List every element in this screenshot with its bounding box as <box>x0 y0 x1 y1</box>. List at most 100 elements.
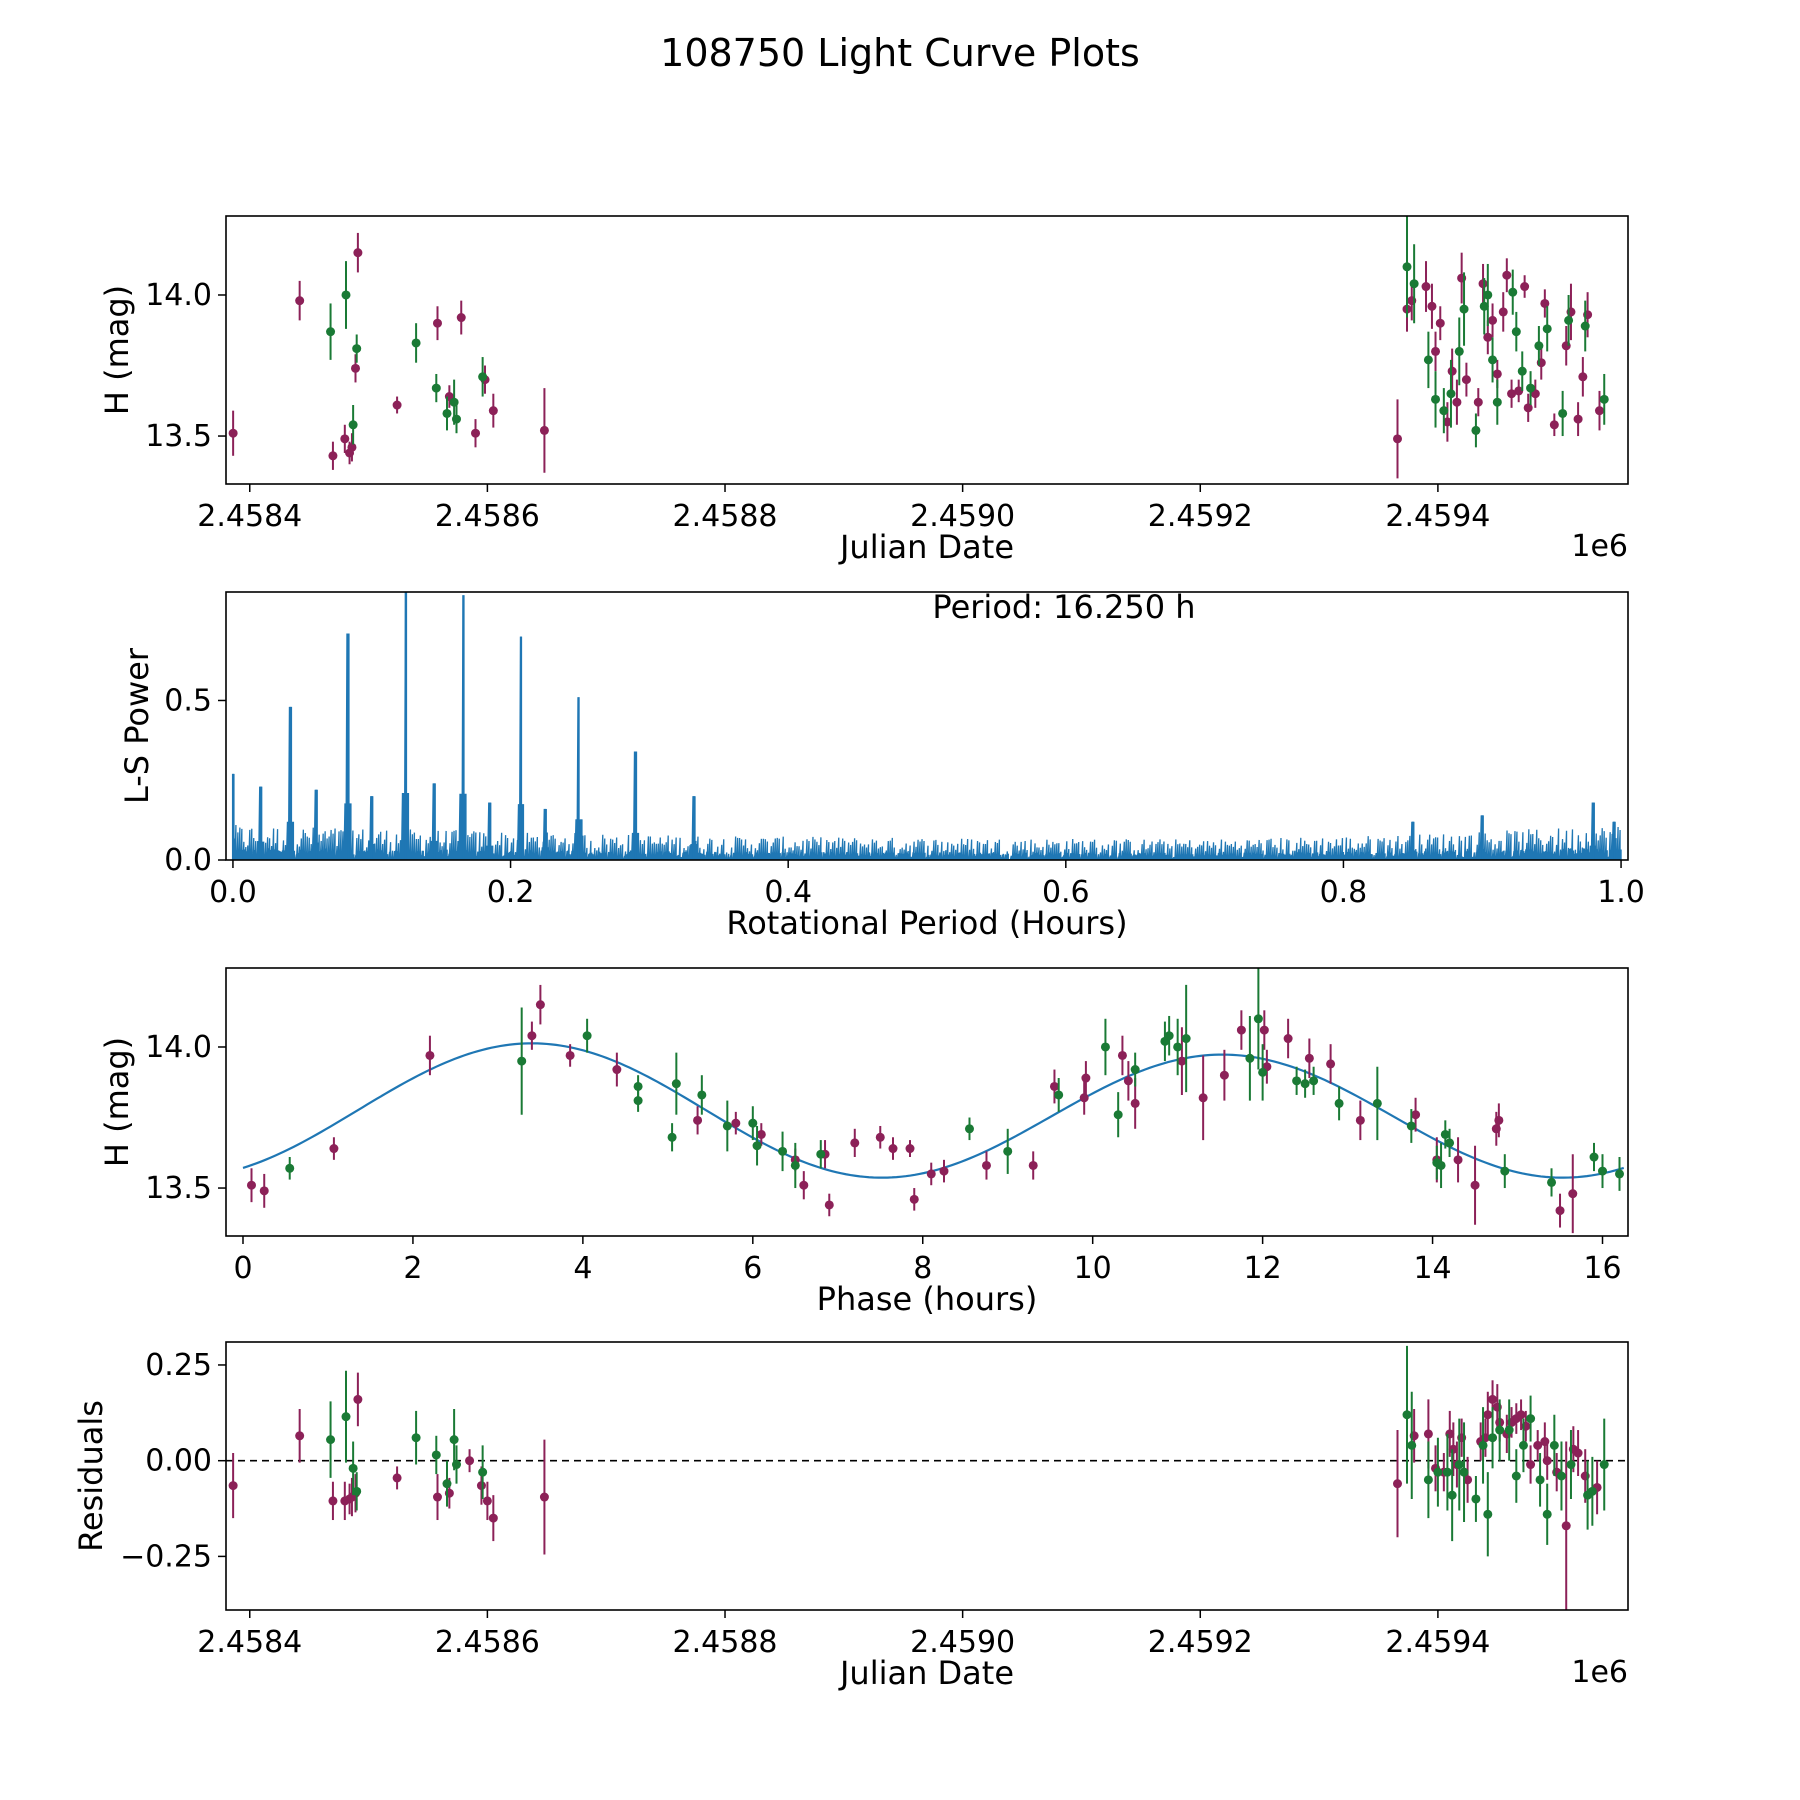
lightcurve-data-point <box>1459 304 1469 314</box>
residuals-data-point <box>1448 1444 1458 1454</box>
phased-data-point <box>1372 1098 1382 1108</box>
phased-x-tick-label: 6 <box>743 1251 762 1286</box>
periodogram-x-tick-label: 1.0 <box>1597 875 1645 910</box>
lightcurve-data-point <box>1578 372 1588 382</box>
residuals-data-point <box>1535 1475 1545 1485</box>
phased-data-point <box>722 1121 732 1131</box>
periodogram-x-tick-label: 0.0 <box>209 875 257 910</box>
lightcurve-x-tick-label: 2.4590 <box>910 499 1015 534</box>
phased-data-point <box>582 1031 592 1041</box>
periodogram-x-tick-label: 0.6 <box>1042 875 1090 910</box>
lightcurve-data-point <box>1511 327 1521 337</box>
lightcurve-data-point <box>488 406 498 416</box>
phased-data-point <box>939 1166 949 1176</box>
lightcurve-data-point <box>431 383 441 393</box>
residuals-data-point <box>1423 1429 1433 1439</box>
phased-data-point <box>1453 1155 1463 1165</box>
lightcurve-data-point <box>1452 397 1462 407</box>
phased-data-point <box>1500 1166 1510 1176</box>
periodogram-plot-area <box>231 592 1622 860</box>
phased-data-point <box>875 1132 885 1142</box>
residuals-data-point <box>478 1467 488 1477</box>
periodogram-y-axis-label: L-S Power <box>118 647 156 804</box>
lightcurve-data-point <box>456 313 466 323</box>
phased-data-point <box>329 1144 339 1154</box>
residuals-data-point <box>1488 1394 1498 1404</box>
lightcurve-x-tick-label: 2.4588 <box>673 499 778 534</box>
phased-data-point <box>1598 1166 1608 1176</box>
phased-data-point <box>517 1056 527 1066</box>
phased-data-point <box>816 1149 826 1159</box>
residuals-data-point <box>1599 1460 1609 1470</box>
lightcurve-data-point <box>1492 369 1502 379</box>
phased-data-point <box>425 1050 435 1060</box>
phased-data-point <box>1470 1180 1480 1190</box>
residuals-data-point <box>1454 1460 1464 1470</box>
lightcurve-data-point <box>1454 346 1464 356</box>
residuals-data-point <box>1516 1410 1526 1420</box>
residuals-data-point <box>1511 1471 1521 1481</box>
periodogram-x-axis-label: Rotational Period (Hours) <box>726 904 1127 942</box>
residuals-data-point <box>488 1513 498 1523</box>
phased-data-point <box>850 1138 860 1148</box>
phased-data-point <box>1259 1025 1269 1035</box>
lightcurve-data-point <box>1435 318 1445 328</box>
lightcurve-data-point <box>411 338 421 348</box>
phased-data-point <box>926 1169 936 1179</box>
phased-data-point <box>1130 1065 1140 1075</box>
phased-ticks: 0 2 4 6 8 10 12 14 16 13.5 14.0 <box>145 1030 1621 1286</box>
phased-data-point <box>1236 1025 1246 1035</box>
figure-title: 108750 Light Curve Plots <box>660 31 1140 75</box>
phased-plot-area <box>242 968 1625 1234</box>
phased-data-point <box>1181 1034 1191 1044</box>
phased-data-point <box>1054 1090 1064 1100</box>
residuals-data-point <box>1526 1414 1536 1424</box>
phased-data-point <box>731 1118 741 1128</box>
phased-data-point <box>667 1132 677 1142</box>
phased-data-point <box>909 1194 919 1204</box>
phased-data-point <box>1130 1098 1140 1108</box>
residuals-data-point <box>295 1431 305 1441</box>
residuals-data-point <box>1533 1440 1543 1450</box>
lightcurve-data-point <box>1483 290 1493 300</box>
lightcurve-data-point <box>353 248 363 258</box>
lightcurve-data-point <box>1488 315 1498 325</box>
lightcurve-data-point <box>1573 414 1583 424</box>
phased-data-point <box>1568 1189 1578 1199</box>
lightcurve-data-point <box>1517 366 1527 376</box>
lightcurve-data-point <box>1423 355 1433 365</box>
residuals-x-tick-label: 2.4590 <box>910 1625 1015 1660</box>
residuals-data-point <box>1471 1494 1481 1504</box>
lightcurve-x-axis-label: Julian Date <box>838 528 1014 566</box>
residuals-data-point <box>1423 1475 1433 1485</box>
phased-data-point <box>1406 1121 1416 1131</box>
residuals-data-point <box>1518 1440 1528 1450</box>
residuals-y-tick-label: −0.25 <box>120 1539 212 1574</box>
phased-data-point <box>1300 1079 1310 1089</box>
periodogram-panel: 0.0 0.2 0.4 0.6 0.8 1.0 0.0 0.5 Period: 16.250 … <box>118 588 1645 942</box>
residuals-data-point <box>1447 1490 1457 1500</box>
periodogram-y-tick-label: 0.5 <box>164 683 212 718</box>
phased-data-point <box>535 1000 545 1010</box>
phased-data-point <box>905 1144 915 1154</box>
lightcurve-data-point <box>1427 301 1437 311</box>
lightcurve-data-point <box>1483 332 1493 342</box>
residuals-data-point <box>482 1496 492 1506</box>
lightcurve-data-point <box>326 327 336 337</box>
residuals-data-point <box>1504 1425 1514 1435</box>
lightcurve-data-point <box>1421 282 1431 292</box>
residuals-data-point <box>1573 1448 1583 1458</box>
lightcurve-data-point <box>347 442 357 452</box>
phased-data-point <box>1049 1081 1059 1091</box>
periodogram-x-tick-label: 0.4 <box>764 875 812 910</box>
phased-data-point <box>1292 1076 1302 1086</box>
residuals-data-point <box>1483 1410 1493 1420</box>
phased-y-tick-label: 13.5 <box>145 1171 212 1206</box>
residuals-data-point <box>328 1496 338 1506</box>
lightcurve-data-point <box>1508 287 1518 297</box>
phased-x-tick-label: 16 <box>1583 1251 1621 1286</box>
residuals-data-point <box>432 1492 442 1502</box>
lightcurve-data-point <box>392 400 402 410</box>
lightcurve-data-point <box>1479 301 1489 311</box>
